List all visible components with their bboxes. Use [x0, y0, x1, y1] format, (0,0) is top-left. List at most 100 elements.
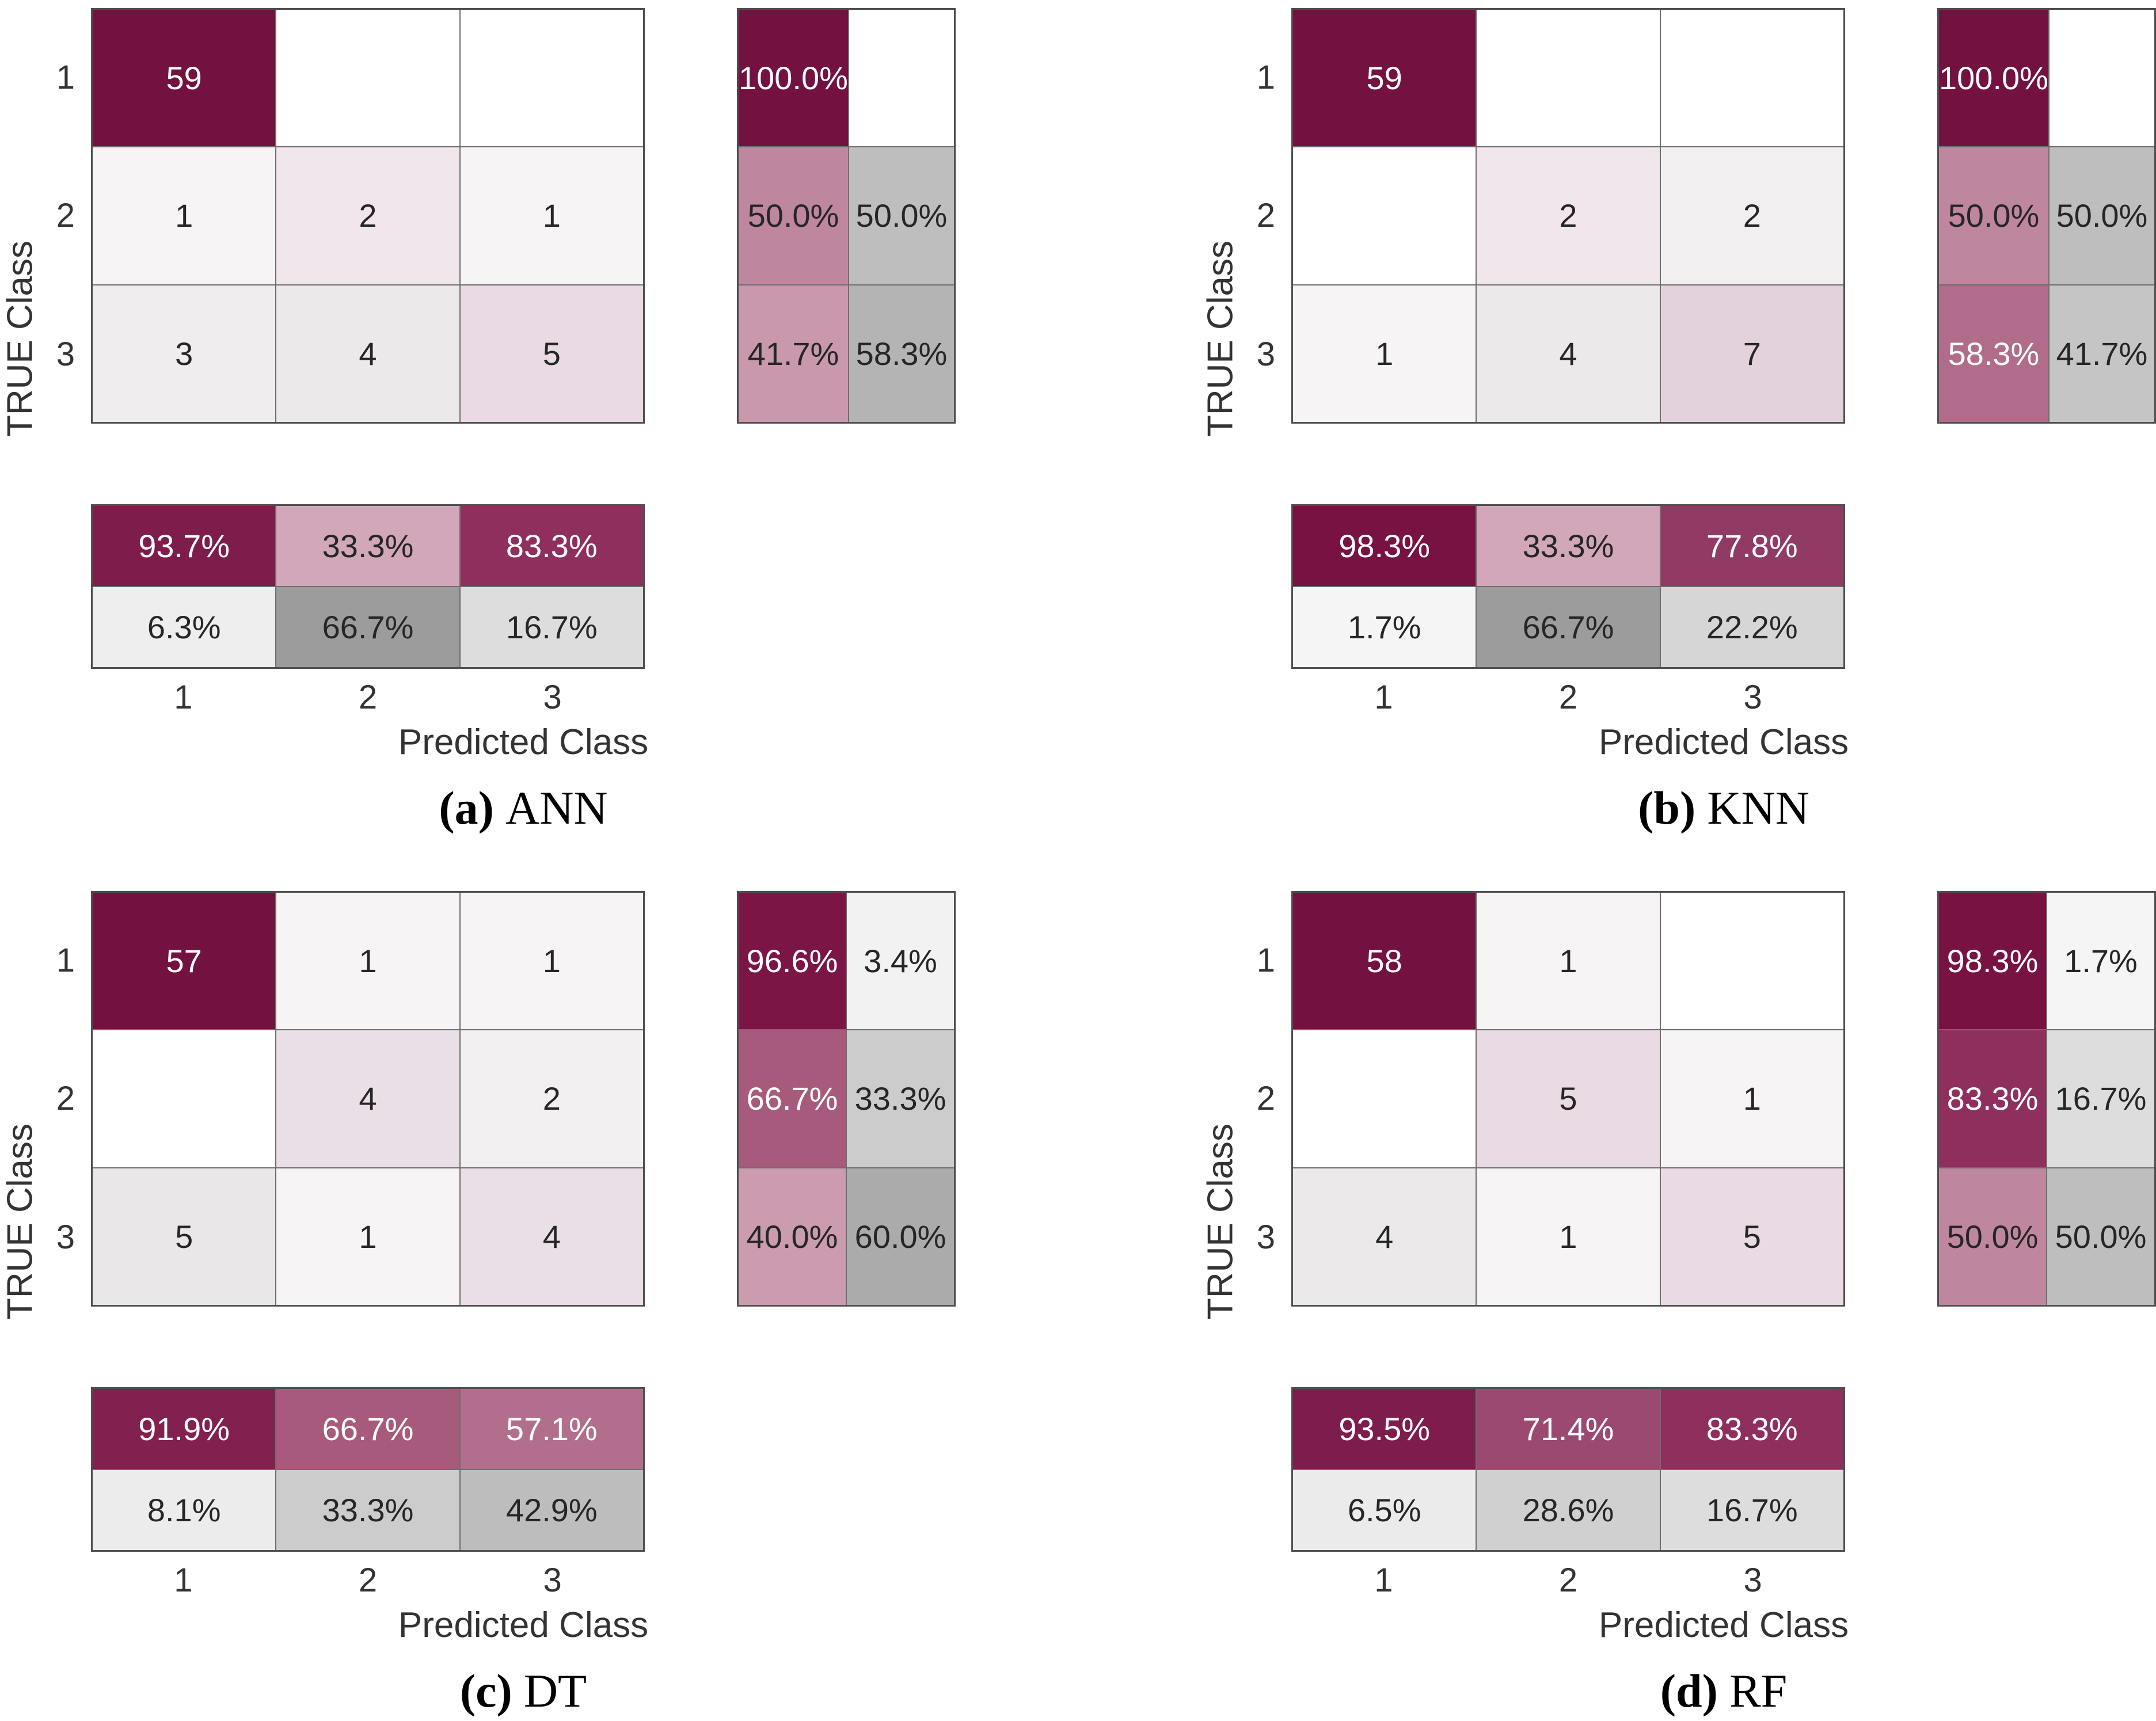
panel-ann: TRUE Class 1 2 3 59 1 2 1 3 4 5 100.0% 50.0% 50.0% 41.…: [0, 0, 956, 838]
matrix-cell: [1477, 10, 1660, 147]
y-tick: 2: [1256, 1080, 1275, 1118]
y-tick-labels: 1 2 3: [1241, 891, 1291, 1307]
caption-index: (c): [459, 1665, 512, 1717]
x-tick-labels: 1 2 3: [1291, 1552, 1845, 1605]
figure-caption: (c) DT: [91, 1661, 956, 1721]
row-summary-cell: 58.3%: [1939, 285, 2048, 422]
row-summary-cell: 58.3%: [849, 285, 954, 422]
matrix-cell: 1: [1477, 1168, 1660, 1305]
y-tick: 3: [1256, 1219, 1275, 1257]
row-summary-cell: 66.7%: [739, 1030, 846, 1167]
row-summary-cell: [2049, 10, 2154, 147]
y-tick: 3: [1256, 336, 1275, 374]
row-summary-cell: 50.0%: [1939, 1168, 2046, 1305]
x-tick: 2: [358, 679, 378, 716]
row-summary-cell: 1.7%: [2047, 893, 2154, 1030]
row-summary-cell: 50.0%: [739, 147, 848, 284]
matrix-cell: 5: [460, 285, 643, 422]
x-tick-labels: 1 2 3: [91, 669, 645, 722]
caption-index: (a): [439, 782, 494, 834]
x-tick: 1: [174, 679, 193, 716]
y-tick: 3: [56, 336, 75, 374]
y-tick: 3: [56, 1219, 75, 1257]
column-summary-cell: 16.7%: [460, 587, 643, 667]
caption-label: ANN: [505, 782, 608, 834]
confusion-chart-d: TRUE Class 1 2 3 58 1 5 1 4 1 5 98.3% 1.7% 83.3% 16.7%…: [1200, 883, 2156, 1721]
panel-rf: TRUE Class 1 2 3 58 1 5 1 4 1 5 98.3% 1.7% 83.3% 16.7%…: [1200, 883, 2156, 1721]
y-tick: 1: [56, 941, 75, 979]
x-tick: 3: [543, 1562, 562, 1599]
matrix-cell: 2: [1477, 147, 1660, 284]
row-summary: 96.6% 3.4% 66.7% 33.3% 40.0% 60.0%: [737, 891, 956, 1307]
matrix-cell: 5: [1477, 1030, 1660, 1167]
column-summary-cell: 6.5%: [1293, 1470, 1476, 1550]
y-tick-labels: 1 2 3: [1241, 8, 1291, 424]
x-tick-labels: 1 2 3: [91, 1552, 645, 1605]
panel-dt: TRUE Class 1 2 3 57 1 1 4 2 5 1 4 96.6% 3.4% 66.7% 33.3…: [0, 883, 956, 1721]
matrix-cell: [460, 10, 643, 147]
x-tick: 3: [1743, 1562, 1762, 1599]
caption-label: DT: [523, 1665, 587, 1717]
column-summary-cell: 1.7%: [1293, 587, 1476, 667]
column-summary-cell: 98.3%: [1293, 506, 1476, 586]
row-summary-cell: 60.0%: [847, 1168, 954, 1305]
row-summary-cell: 33.3%: [847, 1030, 954, 1167]
x-axis-label: Predicted Class: [398, 1605, 649, 1645]
matrix-cell: 59: [93, 10, 276, 147]
x-tick: 1: [1374, 1562, 1393, 1599]
column-summary: 91.9% 66.7% 57.1% 8.1% 33.3% 42.9%: [91, 1387, 645, 1552]
y-axis-label: TRUE Class: [0, 1123, 40, 1320]
column-summary-cell: 42.9%: [460, 1470, 643, 1550]
y-tick: 1: [1256, 941, 1275, 979]
column-summary-cell: 16.7%: [1660, 1470, 1843, 1550]
y-tick-labels: 1 2 3: [40, 891, 91, 1307]
column-summary-cell: 57.1%: [460, 1389, 643, 1469]
column-summary: 93.5% 71.4% 83.3% 6.5% 28.6% 16.7%: [1291, 1387, 1845, 1552]
x-tick: 3: [543, 679, 562, 716]
y-axis-label: TRUE Class: [0, 240, 40, 437]
matrix-cell: 1: [460, 147, 643, 284]
caption-label: KNN: [1707, 782, 1809, 834]
row-summary: 100.0% 50.0% 50.0% 41.7% 58.3%: [737, 8, 956, 424]
matrix-cell: 2: [276, 147, 459, 284]
matrix-cell: 1: [1293, 285, 1476, 422]
column-summary-cell: 22.2%: [1660, 587, 1843, 667]
column-summary: 93.7% 33.3% 83.3% 6.3% 66.7% 16.7%: [91, 504, 645, 669]
x-tick: 2: [1558, 679, 1578, 716]
column-summary-cell: 93.7%: [93, 506, 276, 586]
x-tick: 1: [174, 1562, 193, 1599]
y-tick: 2: [56, 1080, 75, 1118]
matrix-cell: 59: [1293, 10, 1476, 147]
row-summary-cell: 100.0%: [1939, 10, 2048, 147]
column-summary-cell: 6.3%: [93, 587, 276, 667]
row-summary-cell: 96.6%: [739, 893, 846, 1030]
figure-caption: (d) RF: [1291, 1661, 2156, 1721]
figure-caption: (a) ANN: [91, 778, 956, 838]
matrix-cell: [93, 1030, 276, 1167]
column-summary-cell: 33.3%: [276, 506, 459, 586]
y-tick: 1: [56, 58, 75, 96]
y-axis-label: TRUE Class: [1200, 1123, 1241, 1320]
y-tick: 1: [1256, 58, 1275, 96]
row-summary-cell: 100.0%: [739, 10, 848, 147]
column-summary-cell: 33.3%: [1477, 506, 1660, 586]
row-summary-cell: 50.0%: [1939, 147, 2048, 284]
matrix-cell: 4: [276, 1030, 459, 1167]
matrix-cell: 3: [93, 285, 276, 422]
matrix-cell: 1: [276, 893, 459, 1030]
row-summary: 98.3% 1.7% 83.3% 16.7% 50.0% 50.0%: [1937, 891, 2156, 1307]
y-axis-label: TRUE Class: [1200, 240, 1241, 437]
matrix-cell: 1: [1477, 893, 1660, 1030]
matrix-cell: 1: [460, 893, 643, 1030]
confusion-chart-b: TRUE Class 1 2 3 59 2 2 1 4 7 100.0% 50.0% 50.0% 58.3…: [1200, 0, 2156, 838]
confusion-chart-c: TRUE Class 1 2 3 57 1 1 4 2 5 1 4 96.6% 3.4% 66.7% 33.3…: [0, 883, 956, 1721]
column-summary-cell: 93.5%: [1293, 1389, 1476, 1469]
column-summary-cell: 91.9%: [93, 1389, 276, 1469]
row-summary-cell: 41.7%: [739, 285, 848, 422]
y-tick: 2: [56, 197, 75, 235]
column-summary-cell: 66.7%: [276, 587, 459, 667]
matrix-cell: 1: [93, 147, 276, 284]
confusion-matrix: 59 1 2 1 3 4 5: [91, 8, 645, 424]
figure-caption: (b) KNN: [1291, 778, 2156, 838]
column-summary-cell: 77.8%: [1660, 506, 1843, 586]
